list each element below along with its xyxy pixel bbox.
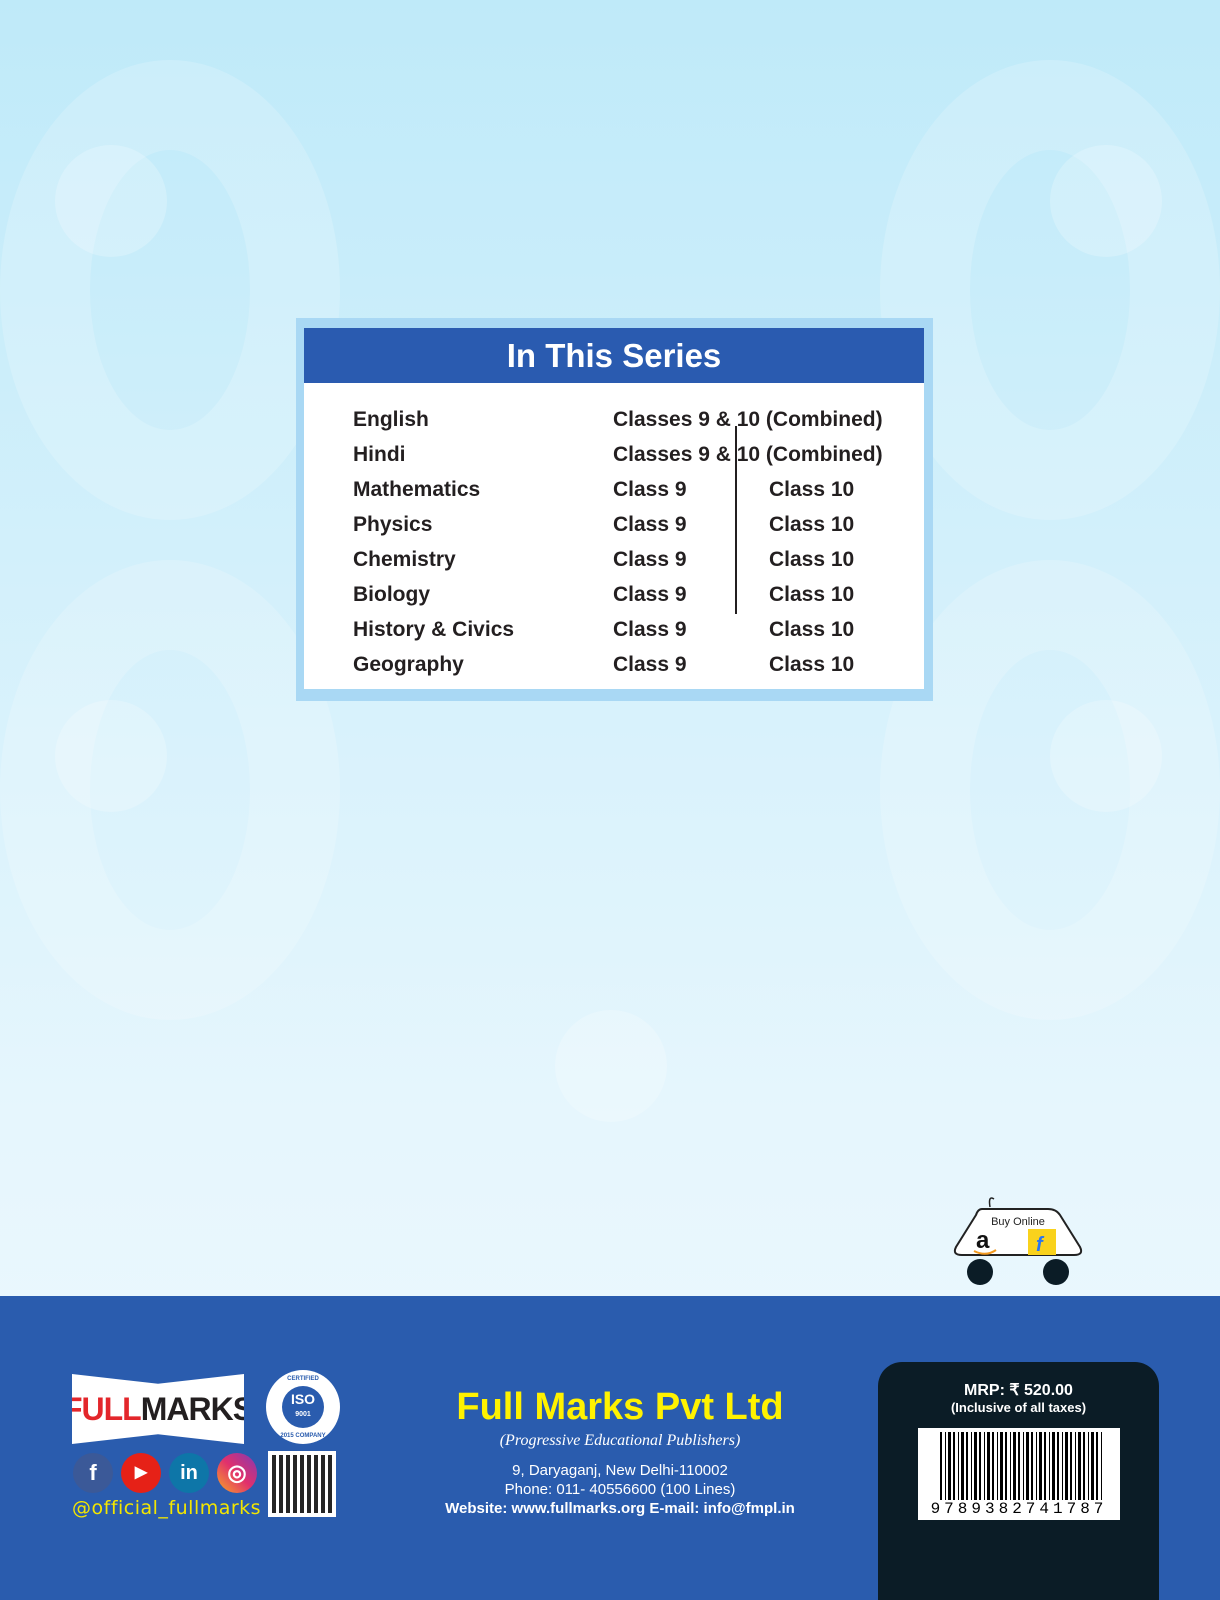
buy-online-cart[interactable]: a f Buy Online — [952, 1195, 1084, 1295]
series-box: In This Series English Classes 9 & 10 (Co… — [296, 318, 933, 701]
background-decoration — [55, 145, 167, 257]
background-decoration — [1050, 145, 1162, 257]
qr-code — [268, 1451, 336, 1517]
class-9: Classes 9 & 10 (Combined) — [613, 443, 883, 466]
cart-icon: a f — [953, 1197, 1083, 1285]
instagram-icon[interactable]: ◎ — [217, 1453, 257, 1493]
fullmarks-logo: FULL MARKS — [72, 1374, 244, 1444]
subject: Mathematics — [353, 478, 481, 501]
svg-text:f: f — [1036, 1234, 1045, 1256]
class-9: Class 9 — [613, 583, 687, 606]
series-row: Hindi Classes 9 & 10 (Combined) — [304, 443, 924, 473]
class-9: Class 9 — [613, 548, 687, 571]
class-9: Class 9 — [613, 618, 687, 641]
linkedin-icon[interactable]: in — [169, 1453, 209, 1493]
subject: Hindi — [353, 443, 406, 466]
background-decoration — [1050, 700, 1162, 812]
background-decoration — [55, 700, 167, 812]
background-decoration — [0, 560, 340, 1020]
address: 9, Daryaganj, New Delhi-110002 — [512, 1462, 728, 1479]
class-10: Class 10 — [769, 653, 855, 676]
youtube-icon[interactable]: ▶ — [121, 1453, 161, 1493]
publisher-tagline: (Progressive Educational Publishers) — [499, 1432, 741, 1449]
mrp: MRP: ₹ 520.00 — [964, 1382, 1073, 1399]
iso-top-text: CERTIFIED — [287, 1376, 319, 1382]
class-9: Class 9 — [613, 653, 687, 676]
class-10: Class 10 — [769, 583, 855, 606]
tax-note: (Inclusive of all taxes) — [950, 1400, 1087, 1415]
column-divider — [735, 426, 737, 614]
class-9: Classes 9 & 10 (Combined) — [613, 408, 883, 431]
background-decoration — [555, 1010, 667, 1122]
series-row: Mathematics Class 9 Class 10 — [304, 478, 924, 508]
facebook-icon[interactable]: f — [73, 1453, 113, 1493]
series-row: Chemistry Class 9 Class 10 — [304, 548, 924, 578]
class-10: Class 10 — [769, 513, 855, 536]
amazon-icon: a — [976, 1227, 990, 1254]
subject: Physics — [353, 513, 433, 536]
class-9: Class 9 — [613, 478, 687, 501]
barcode: 9789382741787 — [918, 1428, 1120, 1520]
series-row: History & Civics Class 9 Class 10 — [304, 618, 924, 648]
subject: Biology — [353, 583, 430, 606]
flipkart-icon — [1028, 1229, 1056, 1255]
series-row: Physics Class 9 Class 10 — [304, 513, 924, 543]
series-row: Geography Class 9 Class 10 — [304, 653, 924, 683]
iso-badge: CERTIFIED ISO 9001 2015 COMPANY — [266, 1370, 340, 1444]
class-10: Class 10 — [769, 618, 855, 641]
barcode-bars — [940, 1432, 1104, 1502]
social-handle[interactable]: @official_fullmarks — [72, 1497, 262, 1519]
isbn-number: 9789382741787 — [918, 1500, 1120, 1518]
series-row: Biology Class 9 Class 10 — [304, 583, 924, 613]
series-title: In This Series — [304, 328, 924, 383]
phone: Phone: 011- 40556600 (100 Lines) — [504, 1481, 736, 1498]
website-email[interactable]: Website: www.fullmarks.org E-mail: info@… — [445, 1500, 795, 1517]
class-9: Class 9 — [613, 513, 687, 536]
subject: English — [353, 408, 429, 431]
subject: History & Civics — [353, 618, 515, 641]
subject: Chemistry — [353, 548, 456, 571]
background-decoration — [0, 60, 340, 520]
class-10: Class 10 — [769, 548, 855, 571]
price-box: MRP: ₹ 520.00 (Inclusive of all taxes) 9… — [878, 1362, 1159, 1600]
iso-bottom-text: 2015 COMPANY — [280, 1433, 326, 1439]
class-10: Class 10 — [769, 478, 855, 501]
publisher-name: Full Marks Pvt Ltd — [456, 1386, 784, 1428]
series-row: English Classes 9 & 10 (Combined) — [304, 408, 924, 438]
subject: Geography — [353, 653, 464, 676]
buy-online-label: Buy Online — [991, 1216, 1045, 1228]
